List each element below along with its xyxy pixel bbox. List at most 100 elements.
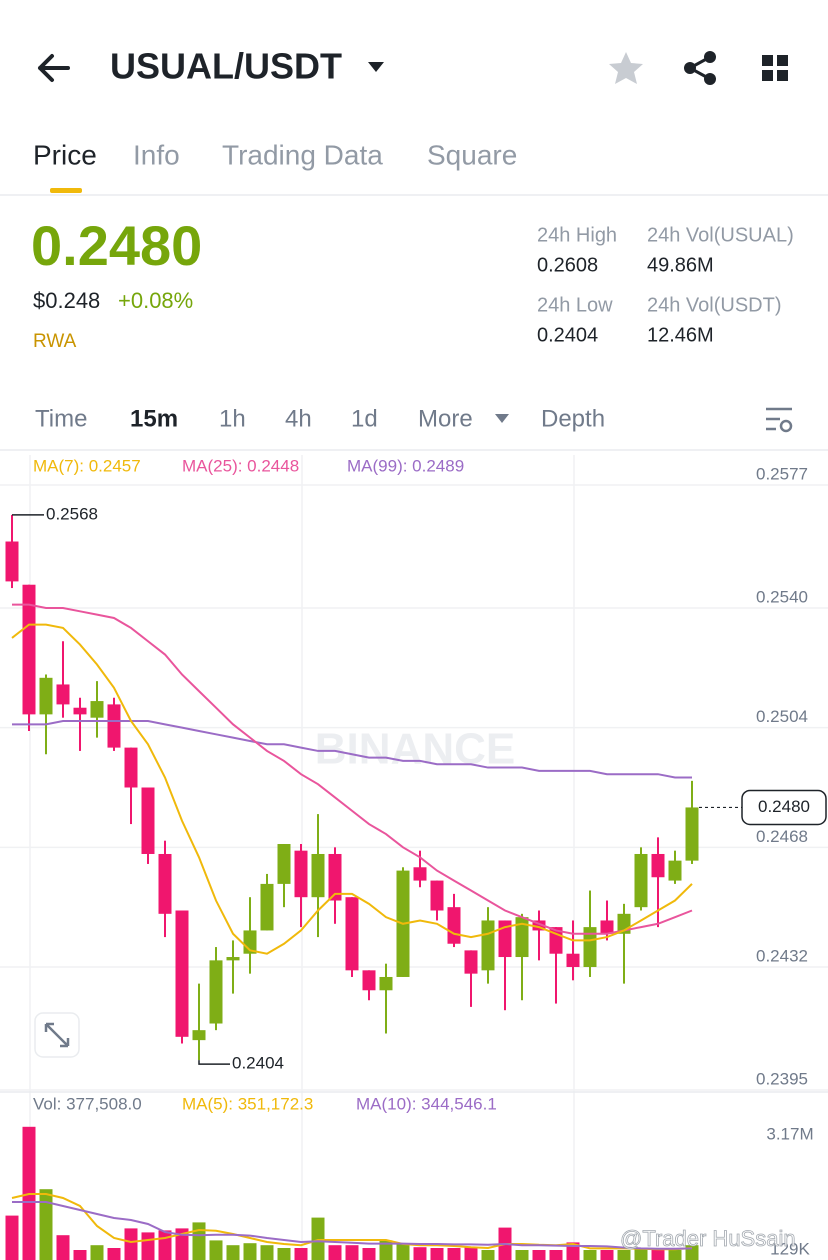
volume-bar	[549, 1250, 563, 1260]
volume-legend: MA(5): 351,172.3	[182, 1094, 313, 1113]
menu-grid[interactable]	[762, 55, 788, 81]
candle-body	[175, 910, 189, 1037]
pair-dropdown[interactable]	[368, 62, 384, 72]
stat-value: 12.46M	[647, 324, 714, 346]
stat-value: 0.2608	[537, 254, 598, 276]
volume-bar	[600, 1250, 614, 1260]
candle-body	[464, 950, 478, 974]
interval[interactable]: 1d	[351, 405, 378, 432]
volume-bar	[430, 1248, 444, 1260]
candle-body	[668, 860, 682, 881]
candle-body	[549, 927, 563, 954]
stat-value: 0.2404	[537, 324, 598, 346]
volume-bar	[158, 1230, 172, 1260]
volume-bar	[515, 1250, 529, 1260]
candle-body	[600, 920, 614, 934]
interval[interactable]: More	[418, 405, 473, 432]
stat-label: 24h Low	[537, 294, 613, 316]
volume-bar	[362, 1248, 376, 1260]
tab[interactable]: Info	[133, 139, 180, 170]
ma25-line	[12, 603, 693, 935]
candle-body	[277, 844, 291, 884]
candle-body	[685, 807, 699, 861]
y-tick-label: 0.2540	[756, 587, 808, 606]
more-dropdown[interactable]	[495, 414, 509, 423]
candle-body	[413, 867, 427, 881]
volume-bar	[243, 1243, 257, 1260]
chart-settings[interactable]	[766, 407, 793, 433]
pair-title[interactable]: USUAL/USDT	[110, 46, 342, 87]
volume-bar	[668, 1250, 682, 1260]
candle-body	[141, 787, 155, 854]
share-button[interactable]	[684, 51, 716, 85]
back-button[interactable]	[38, 54, 70, 82]
volume-bar	[260, 1245, 274, 1260]
volume-bar	[413, 1247, 427, 1260]
last-price-label: 0.2480	[758, 797, 810, 816]
volume-ma10	[12, 1201, 693, 1250]
volume-ma5	[11, 1193, 693, 1251]
interval[interactable]: 4h	[285, 405, 312, 432]
volume-bar	[294, 1248, 308, 1260]
tab-indicator	[50, 188, 82, 193]
tab[interactable]: Price	[33, 139, 97, 170]
volume-bar	[124, 1228, 138, 1260]
stat-label: 24h Vol(USDT)	[647, 294, 782, 316]
candle-body	[430, 880, 444, 911]
usd-price: $0.248	[33, 288, 100, 313]
volume-bar	[73, 1250, 87, 1260]
last-price: 0.2480	[31, 214, 202, 277]
candle-body	[39, 677, 53, 715]
credit-watermark: @Trader HuSsain	[620, 1226, 796, 1251]
tag[interactable]: RWA	[33, 331, 77, 352]
last-price-box	[741, 789, 827, 826]
candle-body	[90, 701, 104, 718]
candle-body	[5, 541, 19, 582]
volume-bar	[5, 1215, 19, 1260]
volume-bar	[532, 1250, 546, 1260]
ma-legend: MA(25): 0.2448	[182, 456, 299, 475]
volume-bar	[379, 1240, 393, 1260]
interval[interactable]: 15m	[130, 405, 178, 432]
candle-body	[583, 927, 597, 968]
volume-bar	[481, 1250, 495, 1260]
volume-bar	[192, 1222, 206, 1260]
expand-button[interactable]	[34, 1012, 80, 1058]
low-pointer	[198, 1060, 230, 1065]
interval[interactable]: Depth	[541, 405, 605, 432]
candle-body	[379, 976, 393, 991]
volume-legend: Vol: 377,508.0	[33, 1094, 142, 1113]
candle-body	[311, 853, 325, 898]
interval[interactable]: 1h	[219, 405, 246, 432]
high-label: 0.2568	[46, 504, 98, 523]
candle-body	[294, 850, 308, 898]
volume-bar	[583, 1250, 597, 1260]
candle-body	[651, 853, 665, 878]
volume-bar	[209, 1240, 223, 1260]
tab[interactable]: Square	[427, 139, 517, 170]
volume-bar	[311, 1217, 325, 1260]
candle-body	[260, 883, 274, 931]
y-tick-label: 0.2395	[756, 1069, 808, 1088]
volume-bar	[56, 1235, 70, 1260]
y-tick-label: 0.2504	[756, 707, 808, 726]
candle-body	[515, 917, 529, 958]
ma-legend: MA(99): 0.2489	[347, 456, 464, 475]
interval[interactable]: Time	[35, 405, 87, 432]
tab[interactable]: Trading Data	[222, 139, 383, 170]
y-tick-label: 0.2577	[756, 464, 808, 483]
candle-body	[192, 1030, 206, 1041]
candle-body	[328, 853, 342, 901]
y-tick-label: 0.2468	[756, 827, 808, 846]
volume-bar	[175, 1228, 189, 1260]
favorite-star[interactable]	[609, 52, 643, 84]
ma-legend: MA(7): 0.2457	[33, 456, 141, 475]
volume-bar	[634, 1248, 648, 1260]
ma7-line	[11, 623, 693, 955]
stat-label: 24h Vol(USUAL)	[647, 224, 794, 246]
candle-body	[73, 707, 87, 715]
volume-bar	[90, 1245, 104, 1260]
stat-value: 49.86M	[647, 254, 714, 276]
plot: 0.2577 0.2540 0.2504 0.2468 0.2432 0.2395 3.17…	[0, 464, 828, 1260]
volume-bar	[345, 1245, 359, 1260]
